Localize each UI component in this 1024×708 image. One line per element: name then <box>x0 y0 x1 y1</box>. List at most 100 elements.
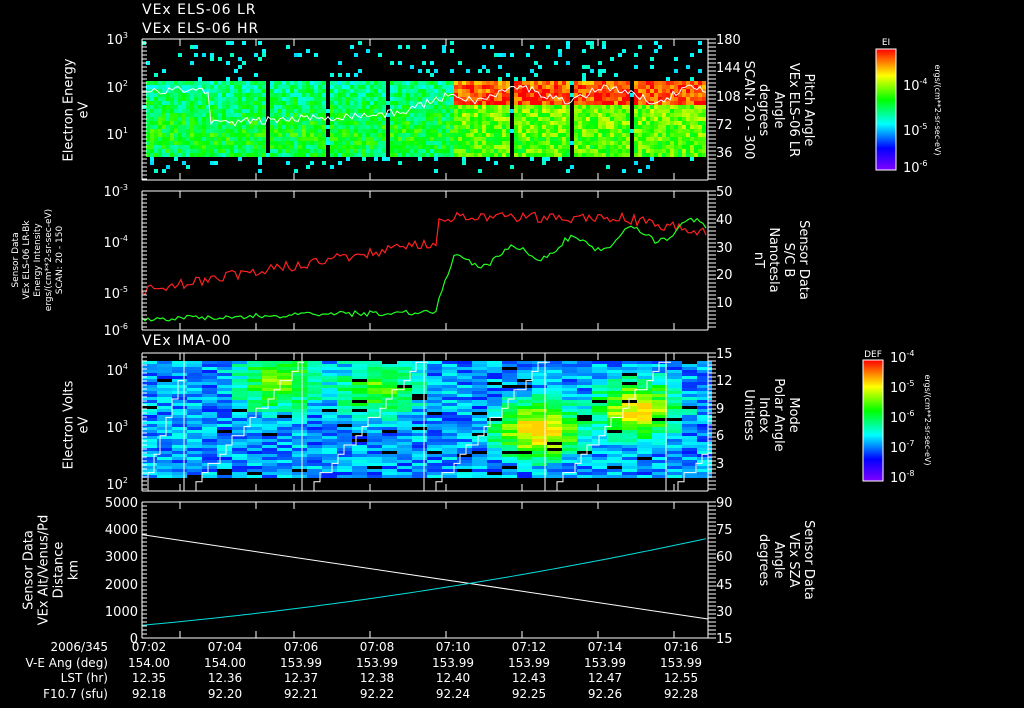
svg-text:5000: 5000 <box>105 496 138 511</box>
svg-text:Pitch Angle: Pitch Angle <box>801 74 816 147</box>
footer-cell: 07:12 <box>511 640 547 654</box>
svg-text:Electron Energy: Electron Energy <box>62 58 77 161</box>
footer-cell: 12.47 <box>587 671 623 685</box>
svg-text:10-7: 10-7 <box>890 439 915 456</box>
svg-text:degrees: degrees <box>756 534 771 587</box>
svg-text:km: km <box>67 560 82 580</box>
footer-cell: 92.22 <box>359 686 395 701</box>
svg-text:Mode: Mode <box>786 397 801 432</box>
svg-text:EI: EI <box>882 38 890 48</box>
footer-cell: 07:02 <box>131 640 167 654</box>
svg-text:10-4: 10-4 <box>103 234 128 251</box>
svg-text:144: 144 <box>716 61 741 76</box>
svg-text:20: 20 <box>716 268 733 283</box>
svg-text:Sensor Data: Sensor Data <box>11 232 21 287</box>
svg-text:Electron Volts: Electron Volts <box>62 380 77 469</box>
svg-text:10-4: 10-4 <box>903 77 928 94</box>
svg-text:72: 72 <box>716 118 733 133</box>
axes <box>141 38 897 639</box>
svg-text:DEF: DEF <box>864 350 882 360</box>
svg-text:eV: eV <box>77 416 92 433</box>
footer-cell: 07:10 <box>435 640 471 654</box>
svg-text:10-6: 10-6 <box>103 322 128 339</box>
svg-text:3: 3 <box>716 457 724 472</box>
svg-text:nT: nT <box>751 252 766 268</box>
svg-text:50: 50 <box>716 185 733 200</box>
svg-text:30: 30 <box>716 241 733 256</box>
footer-row-label: V-E Ang (deg) <box>25 655 108 670</box>
svg-text:Energy Intensity: Energy Intensity <box>33 223 43 297</box>
footer-cell: 12.38 <box>359 671 395 685</box>
svg-text:ergs/(cm**2-sr-sec-eV): ergs/(cm**2-sr-sec-eV) <box>933 64 942 155</box>
svg-text:Sensor Data: Sensor Data <box>801 520 816 600</box>
footer-row-label: LST (hr) <box>60 671 108 685</box>
svg-text:Sensor Data: Sensor Data <box>796 220 811 300</box>
svg-text:10: 10 <box>716 296 733 311</box>
svg-text:Distance: Distance <box>52 542 67 599</box>
footer-row-label: 2006/345 <box>50 640 109 654</box>
svg-text:40: 40 <box>716 213 733 228</box>
svg-text:108: 108 <box>716 90 741 105</box>
svg-text:10-4: 10-4 <box>890 349 915 366</box>
svg-text:Angle: Angle <box>771 542 786 579</box>
footer-cell: 12.37 <box>283 671 319 685</box>
title-els-lr: VEx ELS-06 LR <box>142 2 257 18</box>
svg-text:10-5: 10-5 <box>103 285 128 302</box>
footer-row: 2006/345 07:02 07:04 07:06 07:08 07:10 07:12 07… <box>0 640 720 656</box>
footer-cell: 153.99 <box>660 655 702 670</box>
svg-text:SCAN: 20 - 150: SCAN: 20 - 150 <box>55 226 65 295</box>
svg-text:60: 60 <box>716 550 733 565</box>
svg-text:15: 15 <box>716 347 733 362</box>
svg-text:103: 103 <box>106 31 128 48</box>
svg-text:12: 12 <box>716 374 733 389</box>
svg-text:VEx Alt/Venus/Pd: VEx Alt/Venus/Pd <box>37 515 52 626</box>
svg-text:10-5: 10-5 <box>903 122 928 139</box>
svg-text:36: 36 <box>716 146 733 161</box>
svg-text:SCAN: 20 - 300: SCAN: 20 - 300 <box>741 61 756 160</box>
svg-text:3000: 3000 <box>105 550 138 565</box>
svg-text:degrees: degrees <box>756 84 771 137</box>
footer-cell: 153.99 <box>432 655 474 670</box>
labels: 10310210110-310-410-510-6104103102500040… <box>11 31 942 647</box>
svg-text:ergs/(cm**2-sr-sec-eV): ergs/(cm**2-sr-sec-eV) <box>44 209 54 311</box>
svg-text:VEx SZA: VEx SZA <box>786 533 801 588</box>
svg-text:0: 0 <box>130 632 138 647</box>
svg-text:ergs/(cm**2-sr-sec-eV): ergs/(cm**2-sr-sec-eV) <box>923 374 932 465</box>
footer-cell: 12.35 <box>131 671 167 685</box>
footer-cell: 92.21 <box>283 686 319 701</box>
svg-text:Angle: Angle <box>771 92 786 129</box>
svg-text:1000: 1000 <box>105 605 138 620</box>
footer-row: LST (hr) 12.35 12.36 12.37 12.38 12.40 12.43 12… <box>0 671 720 687</box>
svg-text:10-5: 10-5 <box>890 379 915 396</box>
svg-text:104: 104 <box>106 362 128 379</box>
svg-text:180: 180 <box>716 33 741 48</box>
svg-text:VEx ELS-06 LR-Bk: VEx ELS-06 LR-Bk <box>22 220 32 300</box>
svg-text:103: 103 <box>106 419 128 436</box>
footer-cell: 07:14 <box>587 640 623 654</box>
svg-text:Polar Angle: Polar Angle <box>771 378 786 451</box>
els-spectrogram <box>142 41 706 173</box>
svg-text:10-3: 10-3 <box>103 183 128 200</box>
svg-text:10-8: 10-8 <box>890 469 915 486</box>
footer-cell: 92.24 <box>435 686 471 701</box>
ima-spectrogram <box>142 361 712 478</box>
footer-cell: 07:06 <box>283 640 319 654</box>
svg-text:90: 90 <box>716 496 733 511</box>
footer-cell: 92.18 <box>131 686 167 701</box>
svg-text:75: 75 <box>716 523 733 538</box>
svg-text:Index: Index <box>756 397 771 433</box>
svg-text:102: 102 <box>106 79 128 96</box>
svg-text:eV: eV <box>77 101 92 118</box>
footer-row: V-E Ang (deg) 154.00 154.00 153.99 153.99 153… <box>0 656 720 672</box>
svg-text:Sensor Data: Sensor Data <box>22 530 37 610</box>
svg-text:Nanotesla: Nanotesla <box>766 227 781 292</box>
footer-row-label: F10.7 (sfu) <box>43 686 108 701</box>
footer-table: 2006/345 07:02 07:04 07:06 07:08 07:10 07:12 07… <box>0 640 720 702</box>
footer-cell: 12.40 <box>435 671 471 685</box>
svg-text:102: 102 <box>106 476 128 493</box>
footer-cell: 92.20 <box>207 686 243 701</box>
svg-text:2000: 2000 <box>105 578 138 593</box>
data-lines <box>141 84 709 626</box>
svg-text:4000: 4000 <box>105 523 138 538</box>
